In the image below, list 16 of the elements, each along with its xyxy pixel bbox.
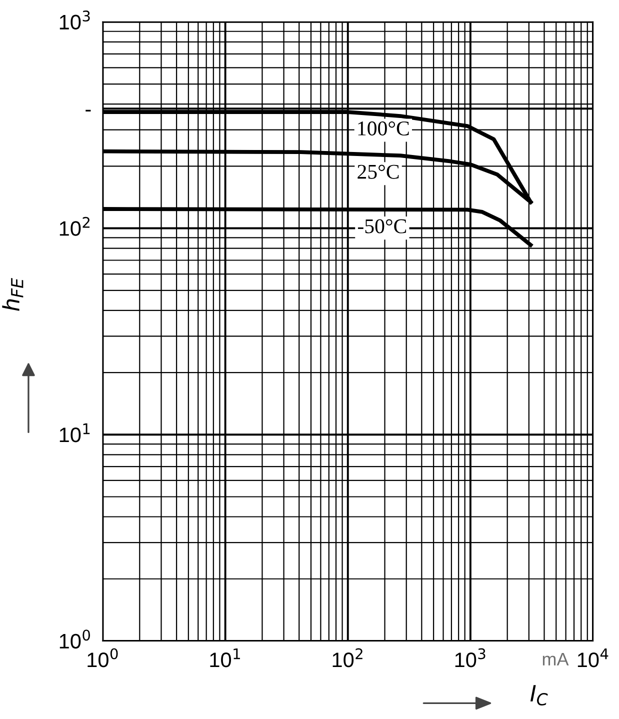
y-tick-label: - xyxy=(86,110,91,112)
x-tick-label: 10$^{0}$ xyxy=(88,648,118,668)
x-tick-label: 10$^{4}$ xyxy=(578,648,608,668)
y-tick-label: 10$^{1}$ xyxy=(60,423,90,442)
y-tick-label: 10$^{2}$ xyxy=(60,216,90,236)
text: mA xyxy=(542,653,569,666)
y-tick-label: 10$^{0}$ xyxy=(60,630,90,649)
x-tick-label: 10$^{2}$ xyxy=(332,648,362,668)
y-tick-label: 10$^{3}$ xyxy=(60,10,90,30)
y-axis-title: h$_{FE}$ xyxy=(2,278,24,311)
annotation: -50°C xyxy=(358,219,406,234)
annotation: 25°C xyxy=(358,164,399,179)
x-tick-label: 10$^{3}$ xyxy=(455,648,486,668)
x-tick-label: 10$^{1}$ xyxy=(210,648,240,668)
x-axis-title: I$_{C}$ xyxy=(530,685,548,706)
annotation: 100°C xyxy=(358,121,409,136)
